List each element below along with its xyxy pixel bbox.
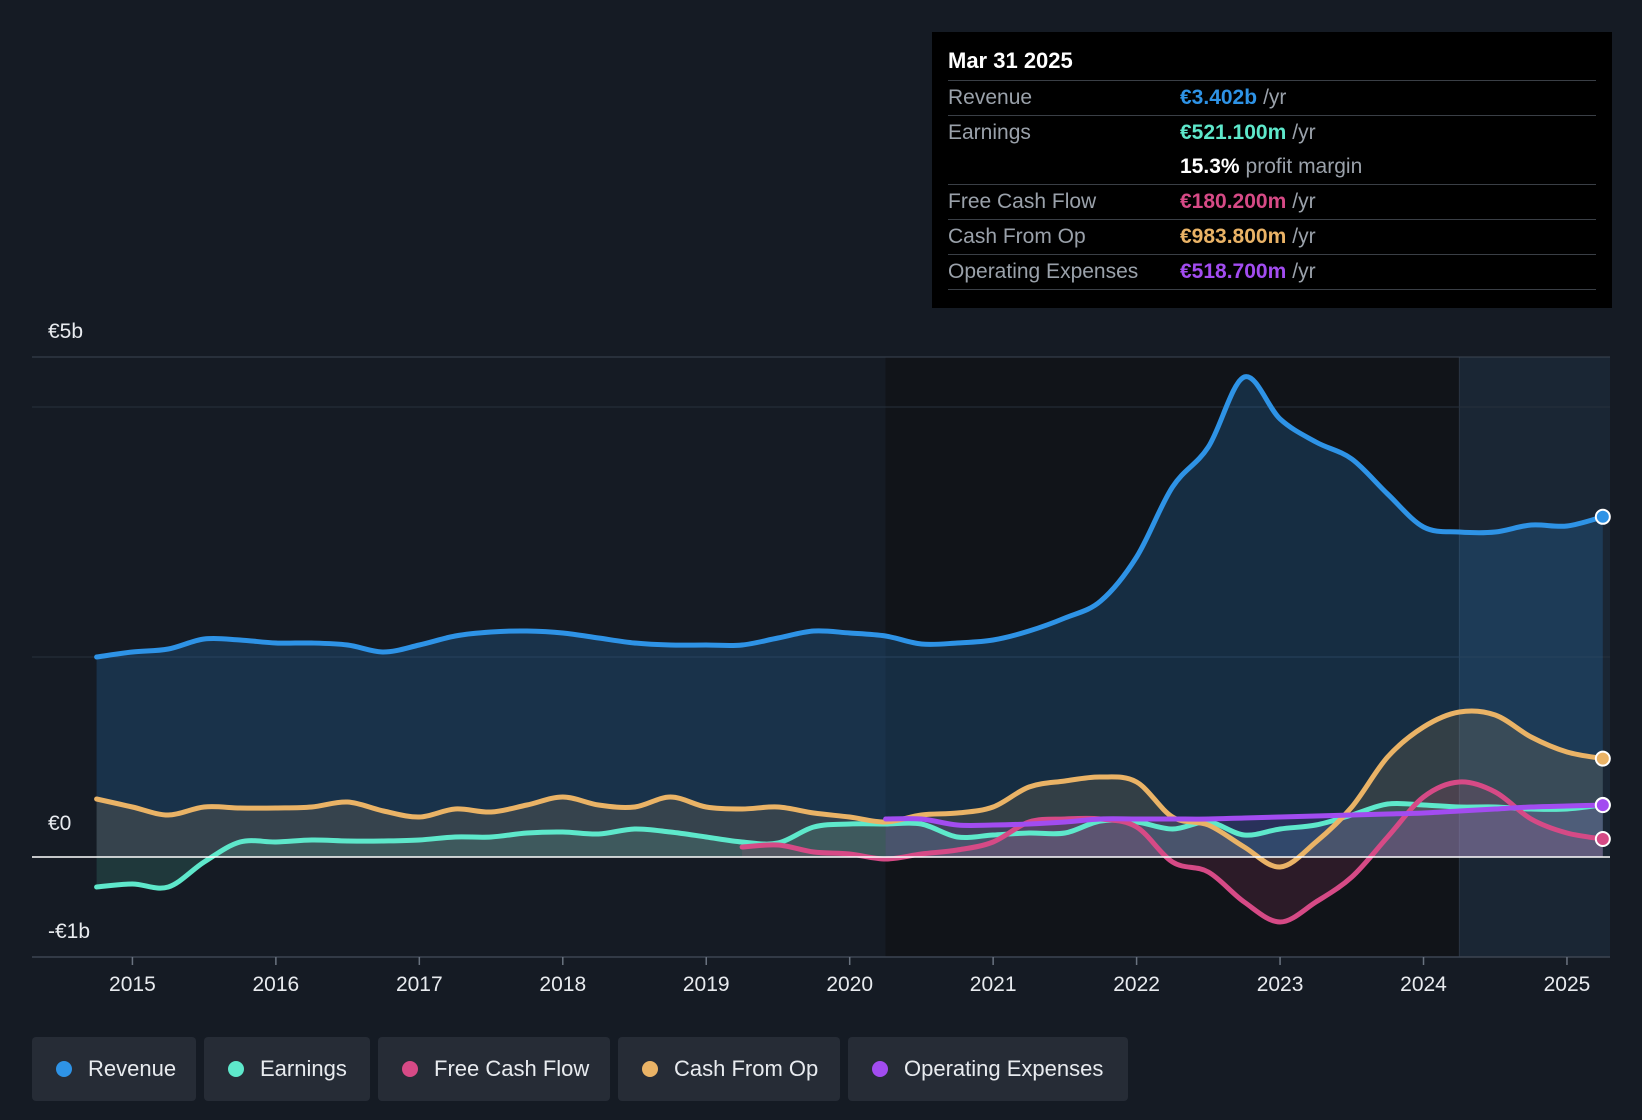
tooltip-row-earnings: Earnings €521.100m /yr xyxy=(948,116,1596,150)
legend-item-free-cash-flow[interactable]: Free Cash Flow xyxy=(378,1037,610,1101)
tooltip-value: €180.200m xyxy=(1180,190,1287,213)
tooltip-row-free-cash-flow: Free Cash Flow €180.200m /yr xyxy=(948,185,1596,220)
tooltip-row-operating-expenses: Operating Expenses €518.700m /yr xyxy=(948,255,1596,290)
legend-item-revenue[interactable]: Revenue xyxy=(32,1037,196,1101)
cash-from-op-end-marker xyxy=(1594,750,1611,767)
tooltip-unit: /yr xyxy=(1292,190,1316,213)
tooltip-row-cash-from-op: Cash From Op €983.800m /yr xyxy=(948,220,1596,255)
tooltip-label: Operating Expenses xyxy=(948,260,1139,283)
cash-from-op-area xyxy=(96,710,1603,868)
tooltip-label: Cash From Op xyxy=(948,225,1086,248)
y-axis-label-bottom: -€1b xyxy=(48,920,91,943)
tooltip-unit: /yr xyxy=(1292,260,1316,283)
revenue-area xyxy=(96,376,1603,857)
tooltip-value: 15.3% xyxy=(1180,155,1240,178)
legend-item-cash-from-op[interactable]: Cash From Op xyxy=(618,1037,840,1101)
x-tick-label: 2020 xyxy=(826,973,873,996)
tooltip-unit: /yr xyxy=(1292,225,1316,248)
tooltip-unit: /yr xyxy=(1292,121,1316,144)
legend-item-operating-expenses[interactable]: Operating Expenses xyxy=(848,1037,1128,1101)
legend-label: Free Cash Flow xyxy=(434,1056,590,1081)
legend-label: Earnings xyxy=(260,1056,347,1081)
free-cash-flow-end-marker xyxy=(1594,831,1611,847)
tooltip-unit: /yr xyxy=(1263,86,1287,109)
tooltip-unit: profit margin xyxy=(1245,155,1363,178)
legend-dot-icon xyxy=(56,1061,72,1077)
x-tick-label: 2024 xyxy=(1400,973,1447,996)
tooltip-label: Free Cash Flow xyxy=(948,190,1097,213)
x-tick-label: 2021 xyxy=(970,973,1017,996)
legend-dot-icon xyxy=(402,1061,418,1077)
legend-dot-icon xyxy=(228,1061,244,1077)
tooltip-value: €3.402b xyxy=(1180,86,1258,109)
data-tooltip: Mar 31 2025 Revenue €3.402b /yr Earnings… xyxy=(932,32,1612,308)
revenue-line xyxy=(94,374,1606,660)
tooltip-value: €521.100m xyxy=(1180,121,1287,144)
operating-expenses-end-marker xyxy=(1594,797,1611,814)
revenue-end-marker xyxy=(1594,508,1611,525)
tooltip-label xyxy=(948,150,1180,184)
x-tick-label: 2017 xyxy=(396,973,443,996)
legend-dot-icon xyxy=(872,1061,888,1077)
legend-label: Revenue xyxy=(88,1056,177,1081)
x-tick-label: 2016 xyxy=(253,973,300,996)
tooltip-value: €518.700m xyxy=(1180,260,1287,283)
legend-label: Operating Expenses xyxy=(904,1056,1104,1081)
free-cash-flow-line xyxy=(739,779,1606,925)
tooltip-row-profit-margin: 15.3% profit margin xyxy=(948,150,1596,185)
earnings-area xyxy=(96,803,1603,889)
x-tick-label: 2019 xyxy=(683,973,730,996)
x-tick-label: 2015 xyxy=(109,973,156,996)
operating-expenses-line xyxy=(883,802,1606,828)
operating-expenses-area xyxy=(885,805,1603,857)
x-tick-label: 2025 xyxy=(1544,973,1591,996)
tooltip-value: €983.800m xyxy=(1180,225,1287,248)
free-cash-flow-area xyxy=(742,781,1603,922)
tooltip-label: Revenue xyxy=(948,86,1033,109)
y-axis-label-top: €5b xyxy=(48,320,84,343)
tooltip-date: Mar 31 2025 xyxy=(948,46,1596,81)
tooltip-row-revenue: Revenue €3.402b /yr xyxy=(948,81,1596,116)
legend-item-earnings[interactable]: Earnings xyxy=(204,1037,370,1101)
legend-label: Cash From Op xyxy=(674,1056,819,1081)
x-tick-label: 2023 xyxy=(1257,973,1304,996)
legend-dot-icon xyxy=(642,1061,658,1077)
x-tick-label: 2018 xyxy=(539,973,586,996)
tooltip-label: Earnings xyxy=(948,121,1031,144)
cash-from-op-line xyxy=(94,708,1606,870)
y-axis-label-zero: €0 xyxy=(48,812,72,835)
x-tick-label: 2022 xyxy=(1113,973,1160,996)
